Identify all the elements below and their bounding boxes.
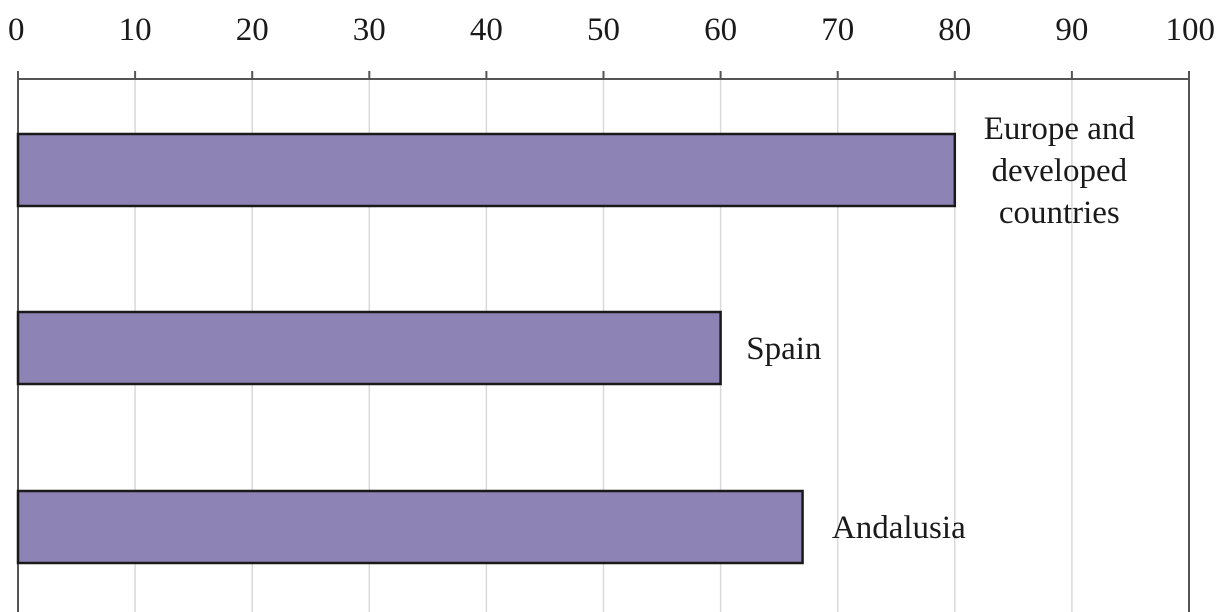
x-tick-label-50: 50 [587, 12, 620, 48]
bar-spain [16, 310, 722, 386]
x-tick-label-40: 40 [470, 12, 503, 48]
bars [16, 132, 957, 565]
category-label-line: Andalusia [832, 510, 966, 546]
category-label-line: Spain [746, 331, 821, 367]
bar-europe-and-developed-countries [16, 132, 957, 208]
category-label-europe-and-developed-countries: Europe and developed countries [984, 111, 1136, 231]
category-label-spain: Spain [746, 331, 821, 367]
x-tick-label-10: 10 [119, 12, 152, 48]
x-tick-label-30: 30 [353, 12, 386, 48]
x-tick-label-90: 90 [1055, 12, 1088, 48]
bar-andalusia [16, 489, 804, 565]
category-label-line: countries [999, 195, 1120, 231]
category-label-andalusia: Andalusia [832, 510, 966, 546]
category-labels: Europe and developed countries Spain Andalus… [746, 111, 1135, 546]
x-tick-label-20: 20 [236, 12, 269, 48]
x-tick-label-70: 70 [821, 12, 854, 48]
x-tick-label-80: 80 [938, 12, 971, 48]
category-label-line: developed [991, 153, 1127, 189]
category-label-line: Europe and [984, 111, 1136, 147]
x-tick-label-100: 100 [1166, 12, 1216, 48]
x-tick-label-60: 60 [704, 12, 737, 48]
x-tick-label-0: 0 [8, 12, 25, 48]
